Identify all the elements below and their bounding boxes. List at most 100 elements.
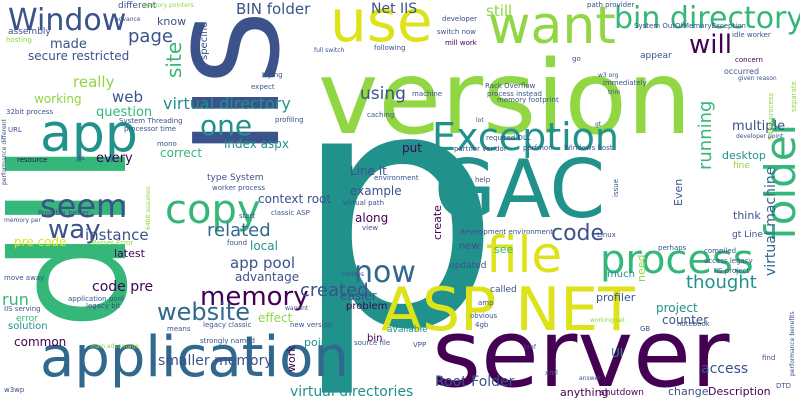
word-desktop: desktop: [722, 149, 766, 162]
word-caching: caching: [367, 111, 395, 119]
word-correct: correct: [160, 146, 203, 160]
word-memory-footprint: memory footprint: [497, 96, 559, 104]
word-perhaps: perhaps: [658, 244, 687, 252]
word-server: server: [432, 300, 730, 400]
word-run: run: [2, 290, 29, 309]
word-still: still: [486, 2, 513, 20]
word-full-switch: full switch: [314, 47, 345, 54]
word-working: working: [34, 92, 82, 106]
word-version: version: [318, 39, 692, 158]
word-notebook: notebook: [677, 320, 710, 328]
word-new: new: [459, 241, 480, 252]
word-one: one: [200, 109, 253, 142]
word-warrant: warrant: [285, 305, 309, 312]
word-various: various: [342, 271, 364, 278]
word-performance-benefits: performance benefits: [789, 311, 796, 376]
word-much: much: [607, 269, 635, 280]
word-question: question: [96, 105, 153, 120]
word-gt-Line: gt Line: [732, 230, 763, 240]
word-fine: fine: [733, 161, 750, 171]
word-process-instead: process instead: [487, 90, 542, 98]
word-app: app: [40, 104, 138, 164]
word-System-Threading: System Threading: [119, 117, 183, 125]
word-answer: answer: [579, 375, 601, 382]
word-available: available: [387, 325, 428, 335]
word-hosting: hosting: [6, 36, 32, 44]
word-see: see: [494, 243, 514, 256]
word-error: error: [16, 314, 38, 324]
word-Exception: Exception: [432, 115, 620, 159]
word-switch-now: switch now: [437, 28, 477, 36]
word-Linux: Linux: [597, 231, 616, 239]
word-access-legacy: access legacy: [704, 257, 753, 265]
word-virtual-machine: virtual machine: [763, 166, 779, 276]
word-now: now: [354, 255, 416, 290]
word-Rack-Overflow: Rack Overflow: [485, 82, 536, 90]
word-href: href: [524, 344, 536, 351]
word-shutdown: shutdown: [600, 388, 644, 398]
word-Windows-host: Windows host: [564, 144, 613, 152]
word-example: example: [350, 184, 402, 198]
word-lot: lot: [476, 117, 484, 124]
word-anything: anything: [560, 386, 609, 399]
word-idle-worker: idle worker: [732, 31, 771, 39]
word-worker-process: worker process: [212, 184, 265, 192]
word-System-OutOfMemoryException: System OutOfMemoryException: [634, 22, 746, 30]
word-UI: UI: [611, 346, 624, 360]
word-partner-vendor: partner vendor: [454, 145, 507, 153]
word-main-advantage: main advantage: [90, 343, 139, 350]
word-instance: instance: [85, 226, 149, 244]
word-GAC: GAC: [434, 143, 606, 236]
word-bin: bin: [367, 333, 383, 344]
word-URL: URL: [8, 126, 22, 134]
word-processor-time: processor time: [124, 125, 177, 133]
word-separate: separate: [790, 81, 798, 112]
word-w3-org: w3 org: [598, 72, 619, 79]
word-code-pre: code pre: [92, 279, 154, 295]
word-thought: thought: [686, 272, 757, 293]
word-legacy-bit: legacy bit: [86, 302, 121, 310]
word-related: related: [207, 220, 271, 241]
word-view: view: [362, 224, 379, 232]
word-put: put: [402, 141, 422, 155]
word-effect: effect: [258, 311, 293, 325]
word-problem: problem: [346, 301, 388, 312]
word-occurred: occurred: [724, 67, 760, 76]
word-p: p: [292, 18, 502, 400]
word-Parser-Error: Parser Error: [92, 239, 134, 247]
word-perfmon: perfmon: [523, 144, 553, 152]
word-application: application: [40, 325, 349, 390]
word-Possibly-better: Possibly better: [38, 209, 90, 217]
word-IIS-serving: IIS serving: [4, 305, 41, 313]
word-expect: expect: [251, 83, 275, 91]
word-developer: developer: [442, 15, 478, 23]
word-trying: trying: [262, 71, 283, 79]
word-compiled: compiled: [704, 247, 737, 255]
word-pre-code: pre code: [14, 235, 67, 249]
word-appear: appear: [640, 51, 672, 61]
word-strongly-named: strongly named: [200, 337, 255, 345]
word-want: want: [488, 0, 616, 56]
word-4gb: 4gb: [475, 321, 489, 329]
word-assembly: assembly: [8, 27, 51, 37]
word-Virtual-path: Virtual path: [343, 199, 385, 207]
word-profiling: profiling: [275, 116, 304, 124]
word-way: way: [48, 215, 101, 245]
word-specific: specific: [199, 22, 210, 60]
word-classic-ASP: classic ASP: [271, 209, 310, 217]
word-Net-IIS: Net IIS: [371, 1, 418, 17]
word-mill-work: mill work: [445, 39, 477, 47]
word-index-aspx: index aspx: [224, 137, 289, 151]
word-help: help: [475, 176, 491, 184]
word-code: code: [551, 221, 605, 246]
word-immediately: immediately: [603, 79, 647, 87]
word-application-pool: application pool: [68, 295, 124, 303]
word-ASP-NET: ASP NET: [381, 275, 635, 345]
word-profiler: profiler: [596, 291, 636, 304]
word-along: along: [355, 211, 389, 225]
word-Window: Window: [8, 3, 127, 38]
word-bin-directory: bin directory: [614, 1, 800, 36]
word-performance-different: performance different: [1, 119, 8, 185]
word-VPP: VPP: [413, 341, 427, 349]
word-environment: environment: [374, 174, 419, 182]
